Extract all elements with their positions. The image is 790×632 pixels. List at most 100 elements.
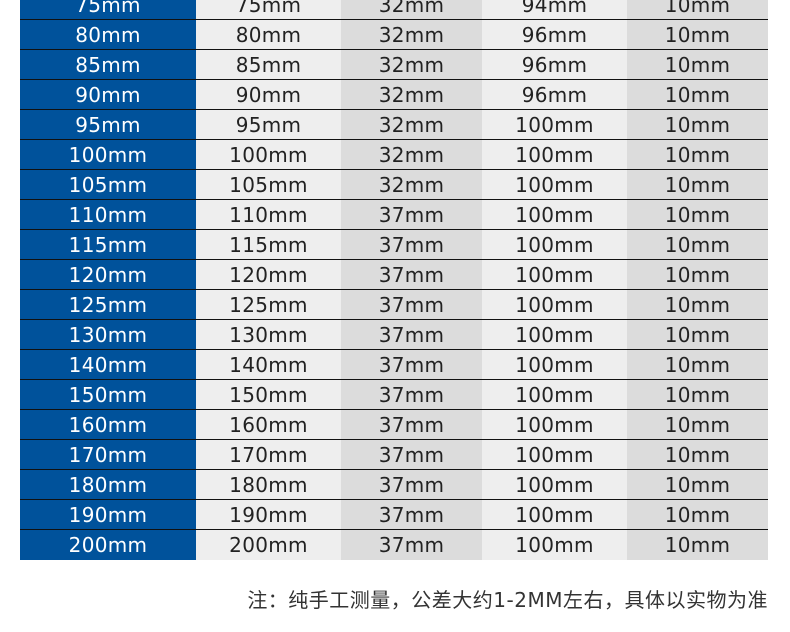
measurement-note: 注：纯手工测量，公差大约1-2MM左右，具体以实物为准 [247,588,768,612]
table-row: 180mm 180mm 37mm 100mm 10mm [20,470,768,500]
table-cell: 10mm [627,230,768,259]
table-cell: 10mm [627,440,768,469]
row-header-cell: 95mm [20,110,196,139]
table-cell: 10mm [627,470,768,499]
table-cell: 85mm [196,50,341,79]
row-header-cell: 120mm [20,260,196,289]
table-cell: 37mm [341,410,482,439]
table-row: 120mm 120mm 37mm 100mm 10mm [20,260,768,290]
table-cell: 150mm [196,380,341,409]
table-row: 200mm 200mm 37mm 100mm 10mm [20,530,768,560]
size-table: 75mm 75mm 32mm 94mm 10mm 80mm 80mm 32mm 96mm 10mm… [20,0,768,560]
table-cell: 32mm [341,110,482,139]
table-row: 110mm 110mm 37mm 100mm 10mm [20,200,768,230]
table-cell: 10mm [627,170,768,199]
table-cell: 100mm [482,170,627,199]
table-cell: 32mm [341,170,482,199]
table-cell: 160mm [196,410,341,439]
row-header-cell: 110mm [20,200,196,229]
row-header-cell: 160mm [20,410,196,439]
table-cell: 100mm [482,110,627,139]
row-header-cell: 90mm [20,80,196,109]
row-header-cell: 75mm [20,0,196,19]
row-header-cell: 125mm [20,290,196,319]
table-cell: 140mm [196,350,341,379]
table-row: 80mm 80mm 32mm 96mm 10mm [20,20,768,50]
table-row: 85mm 85mm 32mm 96mm 10mm [20,50,768,80]
table-cell: 100mm [482,500,627,529]
table-cell: 115mm [196,230,341,259]
table-cell: 10mm [627,500,768,529]
table-row: 115mm 115mm 37mm 100mm 10mm [20,230,768,260]
table-cell: 75mm [196,0,341,19]
table-cell: 110mm [196,200,341,229]
table-cell: 10mm [627,290,768,319]
row-header-cell: 150mm [20,380,196,409]
row-header-cell: 85mm [20,50,196,79]
table-cell: 37mm [341,230,482,259]
table-cell: 100mm [482,470,627,499]
table-cell: 10mm [627,50,768,79]
table-cell: 100mm [482,440,627,469]
table-row: 170mm 170mm 37mm 100mm 10mm [20,440,768,470]
table-cell: 100mm [482,230,627,259]
table-cell: 80mm [196,20,341,49]
row-header-cell: 105mm [20,170,196,199]
row-header-cell: 200mm [20,530,196,560]
table-row: 160mm 160mm 37mm 100mm 10mm [20,410,768,440]
table-row: 90mm 90mm 32mm 96mm 10mm [20,80,768,110]
table-cell: 100mm [482,200,627,229]
table-cell: 37mm [341,350,482,379]
row-header-cell: 140mm [20,350,196,379]
table-cell: 37mm [341,530,482,560]
table-cell: 100mm [482,320,627,349]
table-cell: 100mm [482,530,627,560]
table-cell: 96mm [482,20,627,49]
table-cell: 37mm [341,200,482,229]
table-cell: 100mm [482,260,627,289]
table-row: 100mm 100mm 32mm 100mm 10mm [20,140,768,170]
table-cell: 37mm [341,320,482,349]
table-cell: 100mm [482,140,627,169]
table-row: 190mm 190mm 37mm 100mm 10mm [20,500,768,530]
table-cell: 32mm [341,80,482,109]
table-row: 75mm 75mm 32mm 94mm 10mm [20,0,768,20]
table-cell: 130mm [196,320,341,349]
table-cell: 37mm [341,500,482,529]
row-header-cell: 80mm [20,20,196,49]
table-cell: 100mm [482,350,627,379]
table-cell: 125mm [196,290,341,319]
row-header-cell: 115mm [20,230,196,259]
table-cell: 200mm [196,530,341,560]
row-header-cell: 100mm [20,140,196,169]
table-cell: 94mm [482,0,627,19]
table-cell: 100mm [482,410,627,439]
table-cell: 10mm [627,320,768,349]
table-row: 130mm 130mm 37mm 100mm 10mm [20,320,768,350]
table-cell: 10mm [627,80,768,109]
table-row: 125mm 125mm 37mm 100mm 10mm [20,290,768,320]
table-cell: 10mm [627,0,768,19]
row-header-cell: 170mm [20,440,196,469]
table-cell: 190mm [196,500,341,529]
table-cell: 10mm [627,410,768,439]
table-cell: 120mm [196,260,341,289]
table-row: 105mm 105mm 32mm 100mm 10mm [20,170,768,200]
table-cell: 32mm [341,50,482,79]
row-header-cell: 190mm [20,500,196,529]
table-cell: 96mm [482,50,627,79]
table-cell: 180mm [196,470,341,499]
table-cell: 10mm [627,380,768,409]
table-cell: 37mm [341,470,482,499]
table-cell: 170mm [196,440,341,469]
table-cell: 10mm [627,530,768,560]
table-cell: 37mm [341,380,482,409]
table-cell: 32mm [341,140,482,169]
table-row: 95mm 95mm 32mm 100mm 10mm [20,110,768,140]
table-cell: 105mm [196,170,341,199]
table-cell: 100mm [482,290,627,319]
table-cell: 10mm [627,20,768,49]
table-cell: 95mm [196,110,341,139]
table-cell: 37mm [341,260,482,289]
table-cell: 32mm [341,20,482,49]
